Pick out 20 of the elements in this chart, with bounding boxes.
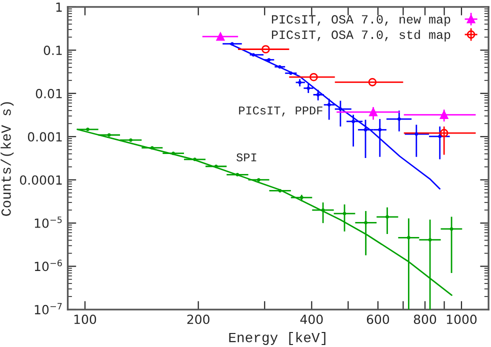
y-tick-label: 1 xyxy=(56,2,62,12)
y-tick-label: 0.01 xyxy=(36,88,62,98)
x-tick-label: 800 xyxy=(414,314,436,324)
y-tick-label: 0.0001 xyxy=(20,175,62,185)
x-axis-title: Energy [keV] xyxy=(229,332,326,345)
legend-label: PICsIT, OSA 7.0, std map xyxy=(272,30,450,42)
y-axis-title: Counts/(keV s) xyxy=(0,102,14,216)
legend-label: PICsIT, OSA 7.0, new map xyxy=(272,15,450,26)
y-tick-label: 10$^{−6}$ xyxy=(34,260,62,272)
x-tick-label: 400 xyxy=(300,314,323,324)
annotation: PICsIT, PPDF xyxy=(239,106,322,116)
y-tick-label: 10$^{−5}$ xyxy=(34,216,62,228)
annotation: SPI xyxy=(236,153,256,162)
y-tick-label: 0.001 xyxy=(28,132,62,142)
x-tick-label: 600 xyxy=(366,314,390,324)
x-tick-label: 200 xyxy=(187,314,210,324)
x-tick-label: 100 xyxy=(74,314,96,324)
x-tick-label: 1000 xyxy=(446,314,477,324)
y-tick-label: 10$^{−7}$ xyxy=(34,303,62,314)
y-tick-label: 0.1 xyxy=(44,46,62,56)
